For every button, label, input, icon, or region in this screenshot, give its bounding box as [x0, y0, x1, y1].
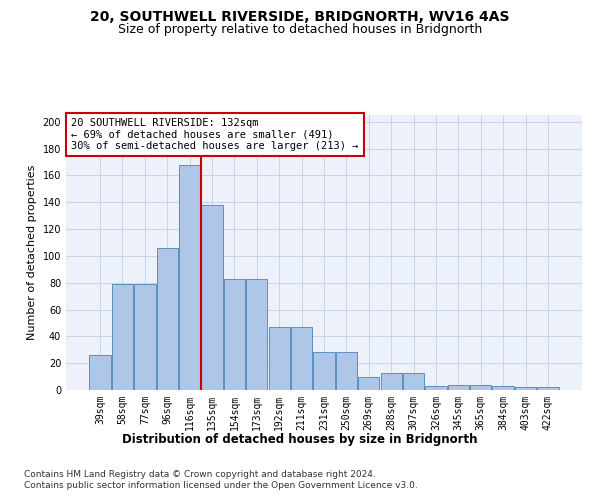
Bar [515, 388, 536, 390]
Bar [313, 352, 335, 390]
Bar [89, 355, 111, 390]
Bar [269, 327, 290, 390]
Y-axis label: Number of detached properties: Number of detached properties [27, 165, 37, 340]
Bar [179, 164, 200, 390]
Bar [336, 352, 357, 390]
Text: Size of property relative to detached houses in Bridgnorth: Size of property relative to detached ho… [118, 22, 482, 36]
Bar [134, 284, 155, 390]
Bar [246, 278, 268, 390]
Bar [157, 248, 178, 390]
Bar [537, 388, 559, 390]
Bar [403, 372, 424, 390]
Bar [358, 376, 379, 390]
Bar [202, 205, 223, 390]
Bar [112, 284, 133, 390]
Text: 20, SOUTHWELL RIVERSIDE, BRIDGNORTH, WV16 4AS: 20, SOUTHWELL RIVERSIDE, BRIDGNORTH, WV1… [90, 10, 510, 24]
Bar [448, 384, 469, 390]
Text: 20 SOUTHWELL RIVERSIDE: 132sqm
← 69% of detached houses are smaller (491)
30% of: 20 SOUTHWELL RIVERSIDE: 132sqm ← 69% of … [71, 118, 359, 151]
Bar [470, 384, 491, 390]
Bar [425, 386, 446, 390]
Bar [291, 327, 312, 390]
Bar [493, 386, 514, 390]
Text: Distribution of detached houses by size in Bridgnorth: Distribution of detached houses by size … [122, 432, 478, 446]
Bar [224, 278, 245, 390]
Text: Contains public sector information licensed under the Open Government Licence v3: Contains public sector information licen… [24, 481, 418, 490]
Text: Contains HM Land Registry data © Crown copyright and database right 2024.: Contains HM Land Registry data © Crown c… [24, 470, 376, 479]
Bar [380, 372, 402, 390]
